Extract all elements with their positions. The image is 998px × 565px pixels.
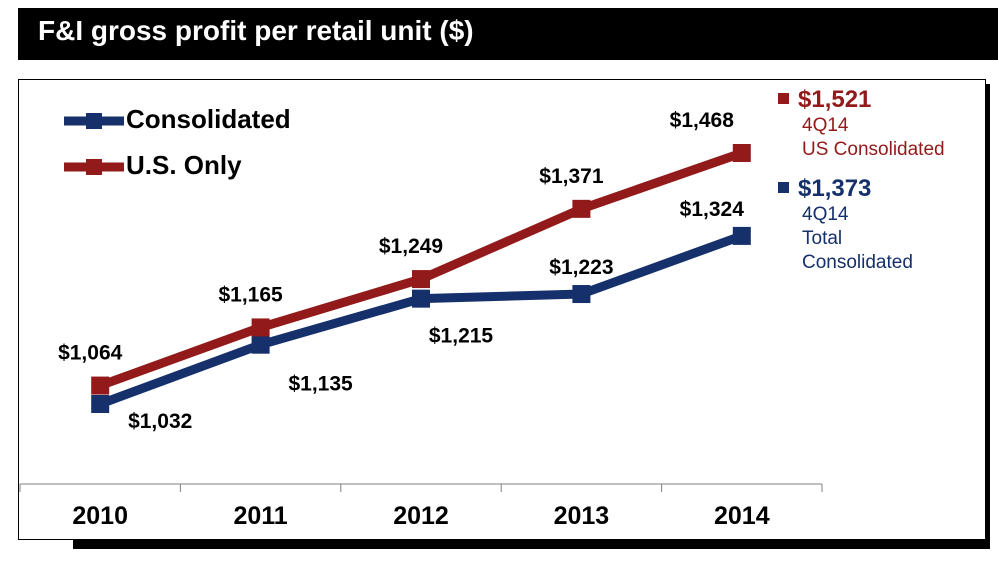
data-point-consolidated-2012 xyxy=(412,289,430,308)
side-total-desc-1: Total xyxy=(802,228,843,249)
data-label-u-s-only-2010: $1,064 xyxy=(58,342,123,365)
legend-marker-consolidated xyxy=(64,113,124,129)
data-label-consolidated-2013: $1,223 xyxy=(549,256,613,279)
side-total-desc-2: Consolidated xyxy=(802,252,913,273)
legend-marker-us-only xyxy=(64,159,124,175)
chart-title: F&I gross profit per retail unit ($) xyxy=(38,15,474,46)
x-tick-label-2014: 2014 xyxy=(714,502,770,530)
x-tick-label-2012: 2012 xyxy=(393,502,449,530)
x-tick-label-2010: 2010 xyxy=(72,502,128,530)
title-bar: F&I gross profit per retail unit ($) xyxy=(18,8,998,60)
chart-frame xyxy=(18,79,986,540)
side-us-value: $1,521 xyxy=(798,86,872,113)
data-label-u-s-only-2011: $1,165 xyxy=(218,283,283,306)
data-point-consolidated-2013 xyxy=(572,285,591,304)
side-us-period: 4Q14 xyxy=(802,115,849,136)
data-label-u-s-only-2014: $1,468 xyxy=(670,109,735,132)
data-point-u-s-only-2014 xyxy=(732,144,751,162)
data-point-u-s-only-2010 xyxy=(91,376,110,395)
x-tick-label-2013: 2013 xyxy=(554,502,610,530)
side-total-period: 4Q14 xyxy=(802,204,849,225)
legend-label-us-only: U.S. Only xyxy=(126,150,242,180)
data-label-consolidated-2012: $1,215 xyxy=(429,325,494,348)
data-point-u-s-only-2013 xyxy=(572,199,591,218)
data-label-u-s-only-2012: $1,249 xyxy=(379,235,443,258)
side-note-us: $1,521 4Q14 US Consolidated xyxy=(778,86,945,162)
legend-label-consolidated: Consolidated xyxy=(126,104,291,134)
data-label-consolidated-2010: $1,032 xyxy=(128,410,192,433)
data-point-consolidated-2010 xyxy=(91,395,110,413)
side-us-desc: US Consolidated xyxy=(802,139,945,160)
data-label-consolidated-2011: $1,135 xyxy=(288,373,353,396)
data-point-consolidated-2011 xyxy=(251,335,270,354)
side-total-value: $1,373 xyxy=(798,175,872,202)
side-us-value-row: $1,521 xyxy=(778,86,945,114)
data-point-u-s-only-2011 xyxy=(251,318,270,337)
data-label-consolidated-2014: $1,324 xyxy=(680,198,745,221)
side-total-square-icon xyxy=(778,182,789,194)
x-tick-label-2011: 2011 xyxy=(233,502,287,530)
data-label-u-s-only-2013: $1,371 xyxy=(539,165,604,188)
side-note-total: $1,373 4Q14 Total Consolidated xyxy=(778,175,913,275)
data-point-u-s-only-2012 xyxy=(412,270,430,289)
data-point-consolidated-2014 xyxy=(732,226,751,245)
side-us-square-icon xyxy=(778,93,789,105)
side-total-value-row: $1,373 xyxy=(778,175,913,203)
series-line-consolidated xyxy=(98,231,744,409)
